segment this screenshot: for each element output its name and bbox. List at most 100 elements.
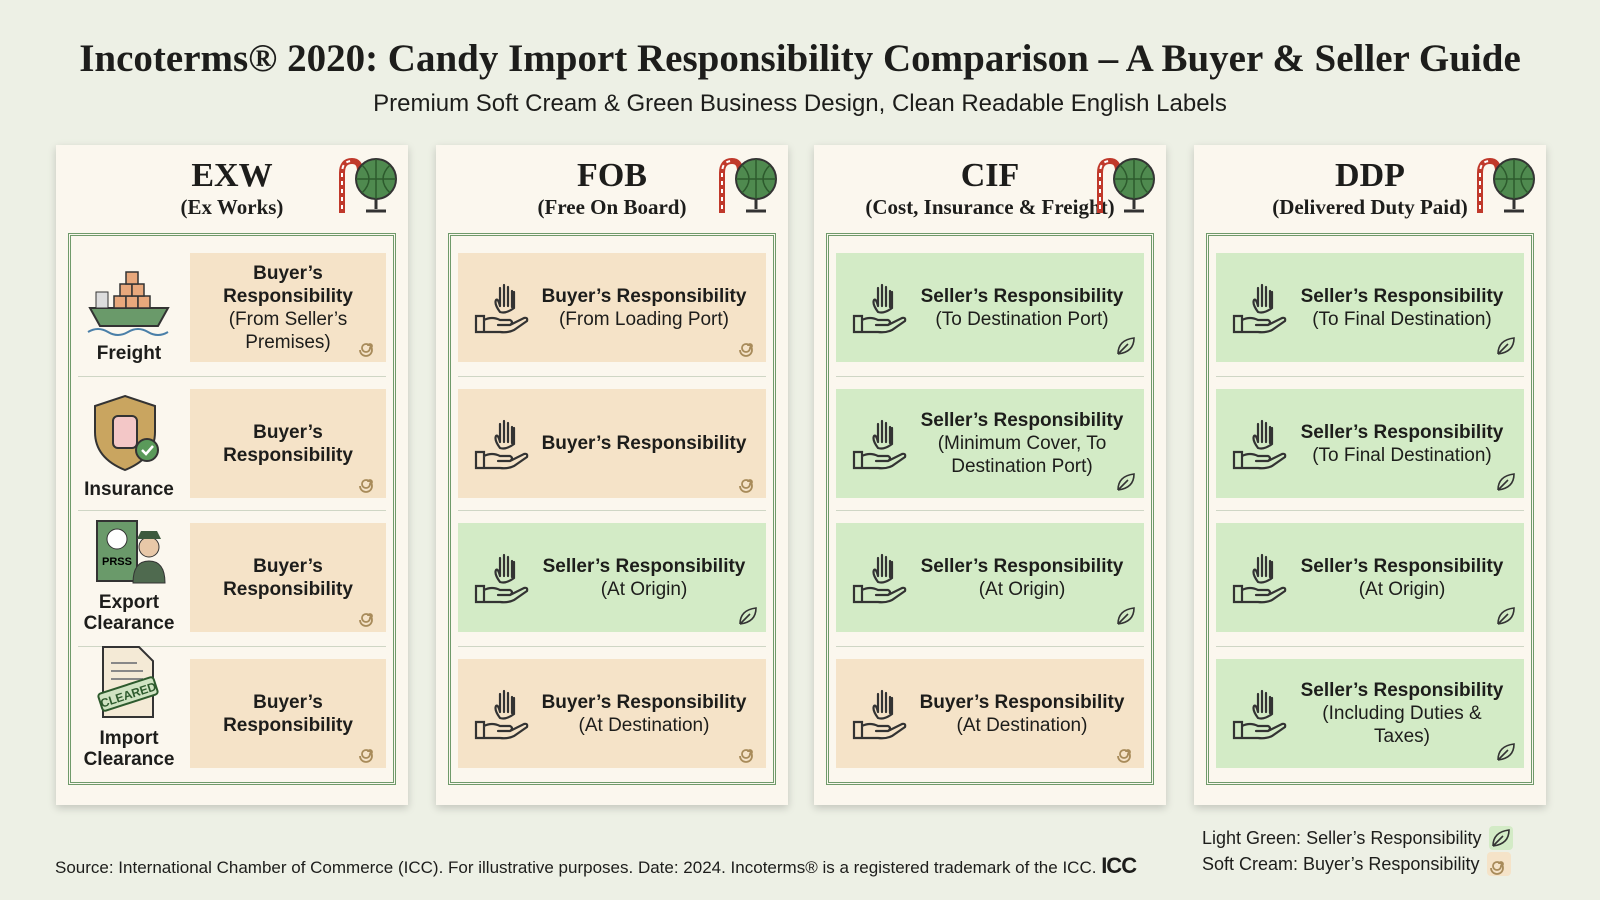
column-card: DDP (Delivered Duty Paid) Seller’s Respons… [1194,145,1546,805]
row-separator [1216,646,1524,647]
responsibility-cell: Buyer’s Responsibility (From Seller’s Pre… [190,253,386,362]
leaf-icon [1114,334,1138,358]
card-decoration [330,153,400,222]
legend-label: Light Green: Seller’s Responsibility [1202,827,1482,848]
cell-title: Buyer’s Responsibility [223,421,353,466]
cell-text: Seller’s Responsibility (To Final Destina… [1292,285,1524,331]
leaf-icon [1114,604,1138,628]
responsibility-cell: Seller’s Responsibility (To Final Destina… [1216,389,1524,498]
leaf-icon [1494,740,1518,764]
responsibility-cell: Buyer’s Responsibility (At Destination) [836,659,1144,768]
cell-title: Buyer’s Responsibility [223,555,353,600]
column-code: CIF [960,157,1020,194]
row-label-block: PRSS Export Clearance [74,520,184,634]
inner-frame [1206,233,1534,785]
cell-title: Buyer’s Responsibility [223,262,353,307]
card-decoration [1468,153,1538,222]
cell-title: Buyer’s Responsibility [919,691,1125,713]
cell-detail: (At Origin) [1358,578,1446,600]
cell-text: Seller’s Responsibility (Minimum Cover, T… [912,409,1144,478]
cell-text: Seller’s Responsibility (At Origin) [534,555,766,601]
row-separator [1216,376,1524,377]
row-separator [78,510,386,511]
hand-icon [1228,550,1292,606]
cell-title: Seller’s Responsibility [1300,285,1504,307]
cell-text: Buyer’s Responsibility (At Destination) [912,691,1144,737]
cell-detail: (At Destination) [578,714,710,736]
hand-icon [1228,416,1292,472]
column-name: (Free On Board) [537,195,687,219]
swirl-icon [356,604,380,628]
cell-detail: (At Origin) [978,578,1066,600]
cell-text: Seller’s Responsibility (Including Duties… [1292,679,1524,748]
row-icon [84,268,174,343]
cell-detail: (Including Duties & Taxes) [1322,703,1482,747]
cell-text: Seller’s Responsibility (At Origin) [1292,555,1524,601]
cell-detail: (At Origin) [600,578,688,600]
card-decoration [710,153,780,222]
cell-title: Buyer’s Responsibility [541,433,747,454]
leaf-icon [1114,470,1138,494]
cell-title: Seller’s Responsibility [920,285,1124,307]
hand-icon [1228,686,1292,742]
responsibility-cell: Buyer’s Responsibility (From Loading Port… [458,253,766,362]
swirl-icon [1114,740,1138,764]
hand-icon [848,416,912,472]
cell-title: Seller’s Responsibility [1300,680,1504,701]
row-label: Export Clearance [83,592,175,634]
column-name: (Delivered Duty Paid) [1272,195,1468,219]
cell-title: Buyer’s Responsibility [541,285,747,307]
column-code: FOB [577,157,647,194]
cell-text: Seller’s Responsibility (To Final Destina… [1292,421,1524,467]
column-card: EXW (Ex Works) Buyer’s Responsibility (From… [56,145,408,805]
cell-title: Buyer’s Responsibility [541,691,747,713]
svg-text:PRSS: PRSS [102,556,132,568]
cell-title: Seller’s Responsibility [920,410,1124,431]
cell-text: Buyer’s Responsibility [534,432,766,455]
row-separator [458,510,766,511]
cell-text: Seller’s Responsibility (To Destination P… [912,285,1144,331]
responsibility-cell: Seller’s Responsibility (Including Duties… [1216,659,1524,768]
row-separator [458,646,766,647]
responsibility-cell: Seller’s Responsibility (At Origin) [1216,523,1524,632]
column-code: DDP [1335,157,1405,194]
row-label-block: Freight [74,251,184,364]
cell-text: Buyer’s Responsibility (At Destination) [534,691,766,737]
cell-title: Seller’s Responsibility [920,555,1124,577]
cell-text: Buyer’s Responsibility [190,421,386,467]
hand-icon [1228,280,1292,336]
subtitle: Premium Soft Cream & Green Business Desi… [373,90,1227,117]
responsibility-cell: Seller’s Responsibility (At Origin) [458,523,766,632]
cell-detail: (To Destination Port) [935,308,1109,330]
responsibility-cell: Seller’s Responsibility (To Final Destina… [1216,253,1524,362]
row-label: Freight [96,343,162,364]
cell-detail: (At Destination) [956,714,1088,736]
cell-text: Buyer’s Responsibility [190,555,386,601]
hand-icon [470,416,534,472]
responsibility-cell: Buyer’s Responsibility [190,389,386,498]
leaf-icon [1494,334,1518,358]
column-code: EXW [191,157,273,194]
responsibility-cell: Buyer’s Responsibility [190,659,386,768]
row-separator [458,376,766,377]
inner-frame [448,233,776,785]
responsibility-cell: Seller’s Responsibility (At Origin) [836,523,1144,632]
legend-entry: Light Green: Seller’s Responsibility [1202,826,1514,850]
inner-frame [68,233,396,785]
cell-text: Buyer’s Responsibility (From Loading Port… [534,285,766,331]
row-icon: CLEARED [89,643,169,728]
column-card: FOB (Free On Board) Buyer’s Responsibility… [436,145,788,805]
row-label: Insurance [84,479,174,500]
hand-icon [848,550,912,606]
hand-icon [470,550,534,606]
leaf-icon [1494,470,1518,494]
row-label: Import Clearance [83,728,175,770]
hand-icon [848,686,912,742]
swirl-icon [356,334,380,358]
swirl-icon [1487,852,1512,876]
cell-title: Seller’s Responsibility [542,555,746,577]
cell-title: Seller’s Responsibility [1300,555,1504,577]
inner-frame [826,233,1154,785]
cell-title: Buyer’s Responsibility [223,691,353,736]
